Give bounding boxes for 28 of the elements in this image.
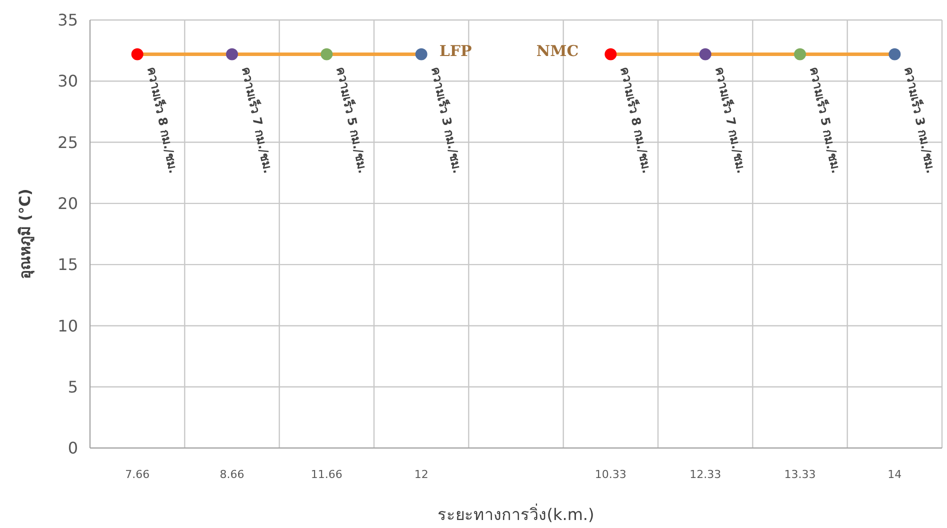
y-tick-label: 10 (58, 316, 78, 336)
y-axis-title: อุณหภูมิ (°C) (16, 188, 35, 280)
data-label: ความเร็ว 8 กม./ชม. (618, 66, 655, 175)
data-label: ความเร็ว 8 กม./ชม. (144, 66, 182, 175)
y-tick-label: 15 (58, 255, 78, 274)
x-tick-label: 10.33 (594, 468, 626, 481)
data-label: ความเร็ว 3 กม./ชม. (428, 66, 466, 175)
data-label: ความเร็ว 3 กม./ชม. (902, 66, 939, 175)
data-label: ความเร็ว 7 กม./ชม. (239, 66, 276, 175)
x-axis-title: ระยะทางการวิ่ง(k.m.) (438, 503, 594, 524)
x-tick-label: 8.66 (220, 468, 244, 481)
x-tick-label: 14 (888, 468, 902, 481)
x-tick-label: 12.33 (690, 468, 722, 481)
data-label: ความเร็ว 7 กม./ชม. (712, 66, 750, 175)
x-tick-label: 13.33 (784, 468, 816, 481)
series-label: NMC (536, 42, 579, 60)
x-tick-label: 7.66 (125, 468, 150, 481)
data-label: ความเร็ว 5 กม./ชม. (334, 66, 371, 175)
x-tick-label: 12 (414, 468, 428, 481)
series-label: LFP (439, 42, 472, 60)
y-tick-label: 35 (58, 10, 78, 30)
y-tick-label: 5 (68, 377, 78, 396)
y-tick-label: 20 (58, 194, 78, 214)
y-tick-label: 25 (58, 132, 78, 152)
data-label: ความเร็ว 5 กม./ชม. (807, 66, 844, 175)
y-tick-label: 30 (58, 72, 78, 91)
x-tick-label: 11.66 (310, 468, 342, 481)
y-tick-label: 0 (68, 438, 78, 458)
